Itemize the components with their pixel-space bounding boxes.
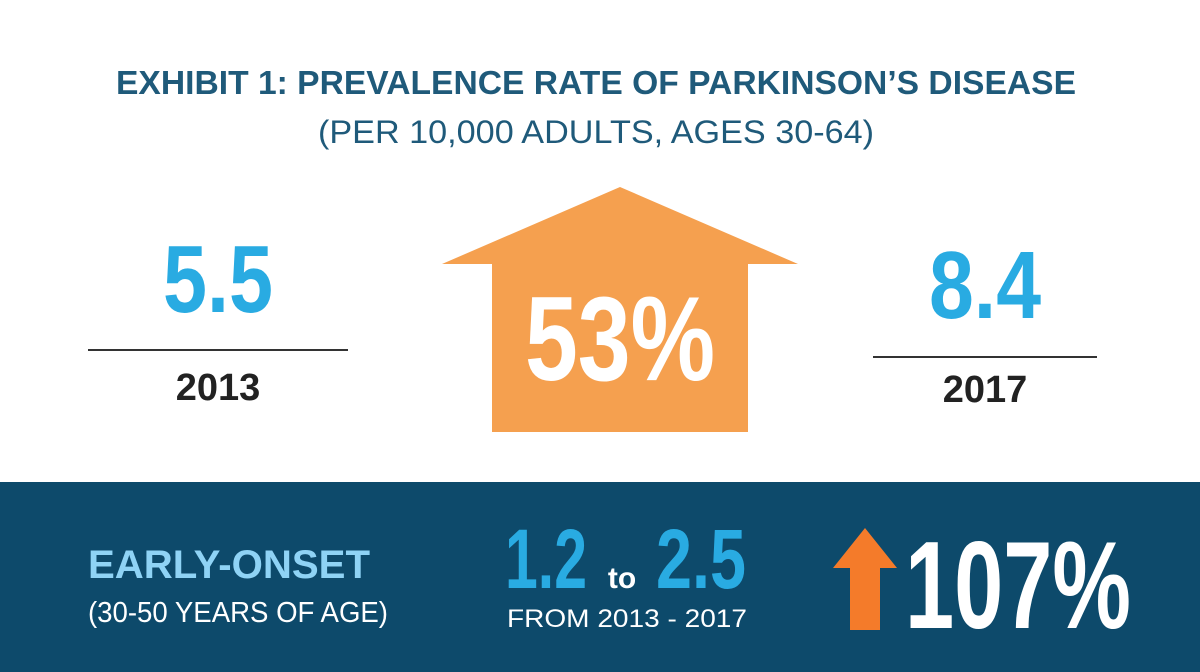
end-value: 8.4: [929, 232, 1041, 339]
title: EXHIBIT 1: PREVALENCE RATE OF PARKINSON’…: [116, 64, 1076, 101]
start-value: 5.5: [163, 226, 273, 333]
from-value: 1.2: [505, 512, 587, 606]
up-arrow-small: [833, 528, 897, 630]
connector: to: [608, 562, 636, 595]
period: FROM 2013 - 2017: [507, 605, 747, 633]
subtitle: (PER 10,000 ADULTS, AGES 30-64): [318, 114, 874, 150]
early-onset-change: 107%: [905, 517, 1131, 655]
overall-change: 53%: [525, 272, 715, 406]
bottom-band: [0, 482, 1200, 672]
start-year: 2013: [176, 367, 261, 409]
early-onset-sublabel: (30-50 YEARS OF AGE): [88, 597, 388, 629]
to-value: 2.5: [656, 512, 746, 606]
end-year: 2017: [943, 369, 1028, 411]
up-arrow: [442, 187, 798, 432]
early-onset-label: EARLY-ONSET: [88, 543, 370, 587]
